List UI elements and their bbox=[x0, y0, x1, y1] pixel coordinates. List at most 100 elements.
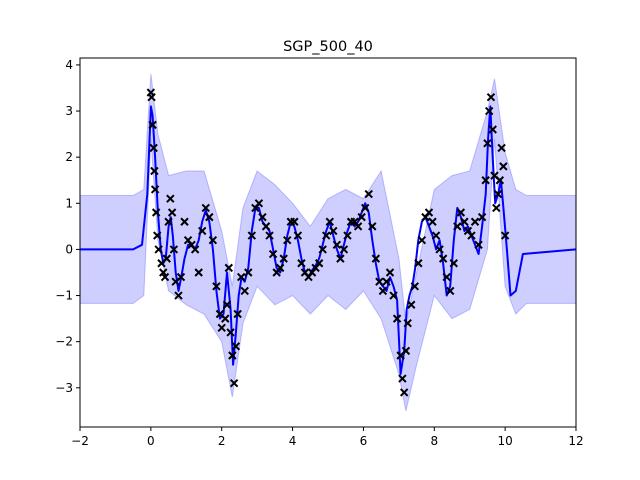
data-point bbox=[166, 194, 175, 203]
x-axis: −2 0 2 4 6 8 10 12 bbox=[71, 427, 584, 448]
axes-frame bbox=[79, 57, 577, 428]
data-point bbox=[283, 235, 292, 245]
data-point bbox=[368, 222, 377, 231]
data-point bbox=[332, 240, 342, 250]
data-point bbox=[150, 185, 160, 194]
data-point bbox=[389, 291, 398, 300]
data-point bbox=[164, 217, 173, 226]
data-point bbox=[357, 212, 366, 222]
y-tick-label: −1 bbox=[55, 289, 73, 303]
data-point bbox=[233, 309, 242, 319]
data-point bbox=[431, 231, 441, 240]
data-point bbox=[231, 342, 241, 351]
y-axis: −3 −2 −1 0 1 2 3 4 bbox=[55, 58, 80, 395]
data-point bbox=[258, 212, 267, 222]
data-point bbox=[169, 245, 179, 254]
data-point bbox=[492, 203, 501, 213]
data-point bbox=[159, 268, 168, 277]
data-point bbox=[456, 208, 466, 217]
data-point bbox=[442, 272, 451, 282]
y-tick-label: 1 bbox=[65, 196, 73, 210]
data-point bbox=[208, 235, 218, 245]
data-point bbox=[398, 374, 407, 383]
data-point bbox=[265, 231, 274, 240]
data-point bbox=[460, 217, 469, 226]
data-point bbox=[279, 254, 288, 263]
data-point bbox=[293, 231, 303, 240]
data-point bbox=[149, 143, 158, 153]
y-tick-label: 0 bbox=[65, 242, 73, 256]
x-tick-label: 6 bbox=[360, 434, 368, 448]
data-point bbox=[151, 208, 161, 217]
data-point bbox=[353, 222, 363, 231]
data-point bbox=[495, 176, 505, 185]
data-point bbox=[474, 240, 483, 250]
data-point bbox=[229, 378, 239, 388]
data-point bbox=[467, 231, 476, 240]
data-point bbox=[500, 231, 510, 240]
x-tick-label: 4 bbox=[289, 434, 297, 448]
data-point bbox=[399, 388, 409, 397]
data-point bbox=[499, 162, 508, 171]
x-tick-label: 8 bbox=[430, 434, 438, 448]
data-point bbox=[275, 263, 285, 273]
data-point bbox=[318, 245, 327, 254]
data-point bbox=[343, 231, 352, 240]
data-point bbox=[222, 300, 232, 309]
data-point bbox=[224, 263, 234, 273]
data-point bbox=[435, 245, 444, 254]
data-point bbox=[484, 106, 494, 116]
x-tick-label: 0 bbox=[147, 434, 155, 448]
data-point bbox=[453, 222, 462, 231]
x-tick-label: 10 bbox=[498, 434, 513, 448]
data-point bbox=[212, 282, 221, 291]
data-point bbox=[244, 268, 253, 277]
data-point bbox=[153, 231, 162, 240]
data-point bbox=[483, 139, 492, 148]
data-point bbox=[226, 328, 235, 337]
data-point bbox=[382, 277, 391, 286]
data-point bbox=[254, 199, 264, 208]
y-tick-label: 4 bbox=[65, 58, 73, 72]
data-point bbox=[194, 268, 203, 277]
y-tick-label: 2 bbox=[65, 150, 73, 164]
data-point bbox=[167, 208, 177, 217]
data-point bbox=[417, 235, 427, 245]
data-point bbox=[410, 282, 420, 291]
data-point bbox=[147, 92, 156, 102]
data-point bbox=[414, 259, 423, 268]
data-point bbox=[497, 143, 506, 153]
y-tick-label: −3 bbox=[55, 381, 73, 395]
data-point bbox=[290, 217, 299, 226]
plot-area bbox=[80, 74, 576, 412]
x-tick-label: −2 bbox=[71, 434, 89, 448]
y-tick-label: −2 bbox=[55, 335, 73, 349]
data-point bbox=[407, 300, 416, 309]
data-point bbox=[221, 314, 230, 323]
data-point bbox=[481, 176, 490, 185]
data-point bbox=[176, 272, 186, 282]
data-point bbox=[428, 217, 437, 226]
data-point bbox=[488, 125, 497, 134]
data-point bbox=[201, 203, 210, 213]
data-point bbox=[261, 222, 271, 231]
data-point bbox=[486, 92, 496, 102]
data-point bbox=[160, 272, 170, 282]
data-point bbox=[336, 254, 345, 263]
data-point bbox=[438, 254, 448, 263]
data-point bbox=[297, 259, 306, 268]
data-point bbox=[470, 217, 480, 226]
data-point bbox=[371, 254, 381, 263]
data-point bbox=[154, 245, 163, 254]
data-point bbox=[446, 286, 455, 296]
data-point bbox=[329, 226, 338, 236]
data-point bbox=[180, 217, 189, 226]
chart-title: SGP_500_40 bbox=[283, 39, 373, 55]
data-point bbox=[174, 291, 183, 300]
data-point bbox=[217, 323, 226, 333]
data-point bbox=[401, 346, 411, 356]
data-point bbox=[150, 166, 159, 176]
y-tick-label: 3 bbox=[65, 104, 73, 118]
data-point bbox=[322, 231, 331, 240]
data-point bbox=[205, 212, 214, 222]
